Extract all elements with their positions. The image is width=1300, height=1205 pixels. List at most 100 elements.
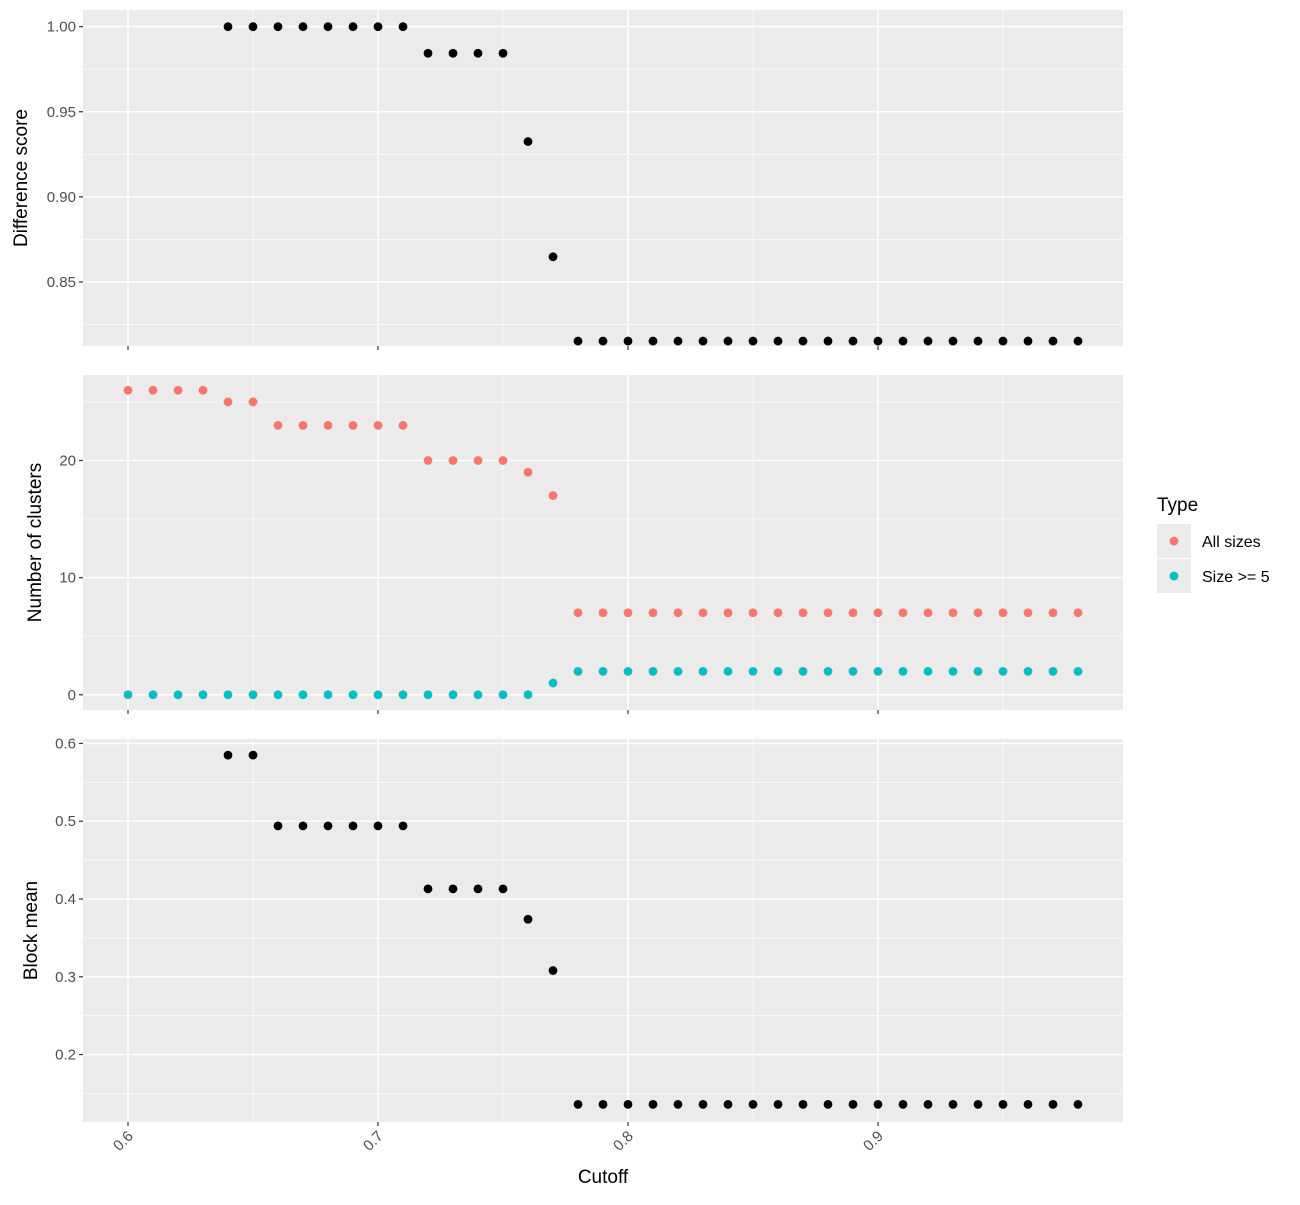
panel-background — [83, 739, 1123, 1122]
data-point — [973, 666, 983, 676]
data-point — [448, 456, 458, 465]
data-point — [598, 666, 608, 676]
data-point — [373, 690, 383, 700]
data-point — [623, 608, 633, 618]
x-tick-label: 0.8 — [610, 1128, 637, 1155]
y-axis-title: Difference score — [11, 109, 32, 247]
data-point — [323, 690, 333, 700]
data-point — [323, 22, 333, 32]
data-point — [748, 1099, 758, 1109]
data-point — [298, 690, 308, 700]
data-point — [273, 22, 283, 32]
data-point — [998, 666, 1008, 676]
data-point — [798, 666, 808, 676]
data-point — [648, 336, 658, 346]
data-point — [448, 48, 458, 58]
data-point — [473, 48, 483, 58]
data-point — [598, 1099, 608, 1109]
y-tick-label: 0.2 — [55, 1047, 76, 1064]
data-point — [698, 1099, 708, 1109]
data-point — [123, 385, 133, 395]
data-point — [498, 690, 508, 700]
data-point — [423, 48, 433, 58]
data-point — [573, 1099, 583, 1109]
data-point — [423, 690, 433, 700]
data-point — [948, 1099, 958, 1109]
data-point — [998, 1099, 1008, 1109]
data-point — [323, 821, 333, 831]
data-point — [348, 821, 358, 831]
data-point — [973, 608, 983, 618]
data-point — [348, 22, 358, 32]
data-point — [498, 456, 508, 465]
data-point — [273, 420, 283, 430]
y-tick-label: 0.5 — [55, 813, 76, 830]
data-point — [648, 608, 658, 618]
data-point — [473, 456, 483, 465]
y-tick-label: 0.85 — [47, 274, 76, 291]
data-point — [523, 690, 533, 700]
data-point — [423, 884, 433, 894]
data-point — [748, 336, 758, 346]
y-tick-label: 0 — [68, 687, 76, 704]
data-point — [673, 666, 683, 676]
panel-background — [83, 10, 1123, 346]
data-point — [673, 1099, 683, 1109]
data-point — [848, 666, 858, 676]
data-point — [823, 666, 833, 676]
data-point — [923, 666, 933, 676]
data-point — [548, 678, 558, 688]
panel-background — [83, 375, 1123, 710]
data-point — [923, 1099, 933, 1109]
y-tick-label: 10 — [59, 570, 76, 587]
legend-key-point — [1169, 571, 1179, 581]
data-point — [723, 666, 733, 676]
data-point — [898, 608, 908, 618]
data-point — [673, 336, 683, 346]
y-tick-label: 0.4 — [55, 891, 76, 908]
data-point — [1023, 666, 1033, 676]
data-point — [723, 336, 733, 346]
data-point — [773, 1099, 783, 1109]
data-point — [248, 750, 258, 760]
data-point — [173, 690, 183, 700]
data-point — [948, 336, 958, 346]
data-point — [498, 884, 508, 894]
data-point — [248, 22, 258, 32]
data-point — [623, 1099, 633, 1109]
y-axis-title: Number of clusters — [25, 463, 46, 622]
data-point — [673, 608, 683, 618]
data-point — [1023, 608, 1033, 618]
data-point — [798, 1099, 808, 1109]
data-point — [373, 420, 383, 430]
data-point — [898, 1099, 908, 1109]
data-point — [398, 420, 408, 430]
data-point — [273, 690, 283, 700]
data-point — [873, 666, 883, 676]
x-tick-label: 0.9 — [860, 1128, 887, 1155]
data-point — [548, 966, 558, 975]
data-point — [1073, 608, 1083, 618]
data-point — [898, 666, 908, 676]
data-point — [698, 608, 708, 618]
x-tick-label: 0.6 — [110, 1128, 137, 1155]
data-point — [473, 884, 483, 894]
y-tick-label: 0.3 — [55, 969, 76, 986]
data-point — [223, 690, 233, 700]
data-point — [148, 690, 158, 700]
data-point — [648, 1099, 658, 1109]
data-point — [873, 608, 883, 618]
data-point — [1073, 336, 1083, 346]
data-point — [773, 608, 783, 618]
data-point — [1048, 666, 1058, 676]
legend-title: Type — [1157, 495, 1198, 516]
data-point — [298, 420, 308, 430]
data-point — [773, 666, 783, 676]
data-point — [1073, 666, 1083, 676]
data-point — [798, 608, 808, 618]
data-point — [348, 690, 358, 700]
data-point — [448, 884, 458, 894]
y-axis-title: Block mean — [21, 881, 42, 980]
data-point — [698, 336, 708, 346]
